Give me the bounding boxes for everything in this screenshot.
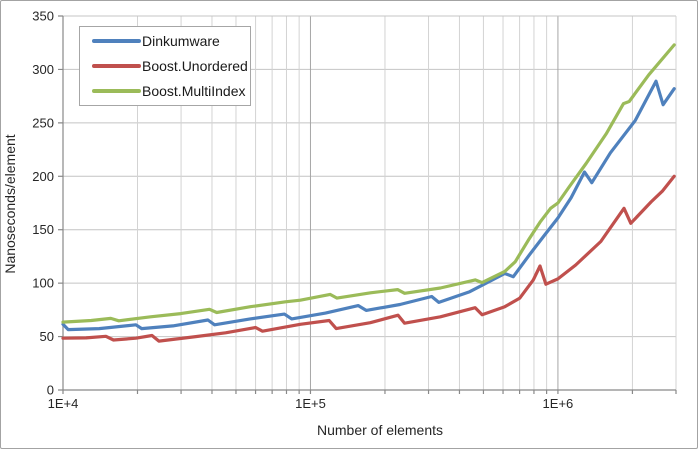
x-tick-label: 1E+6 bbox=[543, 396, 574, 411]
y-tick-label: 100 bbox=[32, 276, 54, 291]
tick-labels: 0 50 100 150 200 250 300 350 1E+4 1E+5 1E+6 bbox=[32, 9, 573, 412]
legend-line-swatch-icon bbox=[92, 63, 141, 68]
y-tick-label: 250 bbox=[32, 115, 54, 130]
legend-line-swatch-icon bbox=[92, 88, 141, 93]
legend-entry-dinkumware: Dinkumware bbox=[80, 33, 250, 49]
legend-entry-boost-unordered: Boost.Unordered bbox=[80, 58, 250, 74]
legend-label: Dinkumware bbox=[142, 33, 220, 50]
y-axis-title: Nanoseconds/element bbox=[2, 134, 18, 274]
legend-label: Boost.Unordered bbox=[142, 57, 248, 74]
legend-line-swatch-icon bbox=[92, 39, 141, 44]
series-line-dinkumware bbox=[61, 79, 676, 332]
y-tick-label: 200 bbox=[32, 169, 54, 184]
y-tick-label: 300 bbox=[32, 62, 54, 77]
legend-entry-boost-multiindex: Boost.MultiIndex bbox=[80, 83, 250, 99]
axes bbox=[58, 15, 677, 394]
y-tick-label: 350 bbox=[32, 9, 54, 24]
x-axis-title: Number of elements bbox=[316, 422, 444, 438]
y-tick-label: 50 bbox=[40, 329, 54, 344]
x-tick-label: 1E+5 bbox=[295, 396, 326, 411]
x-tick-label: 1E+4 bbox=[48, 396, 79, 411]
series-line-boost-multiindex bbox=[61, 43, 676, 324]
y-tick-label: 0 bbox=[47, 383, 54, 398]
legend: Dinkumware Boost.Unordered Boost.MultiIn… bbox=[79, 26, 251, 106]
legend-label: Boost.MultiIndex bbox=[142, 82, 246, 99]
series-line-boost-unordered bbox=[61, 174, 676, 343]
y-tick-label: 150 bbox=[32, 222, 54, 237]
